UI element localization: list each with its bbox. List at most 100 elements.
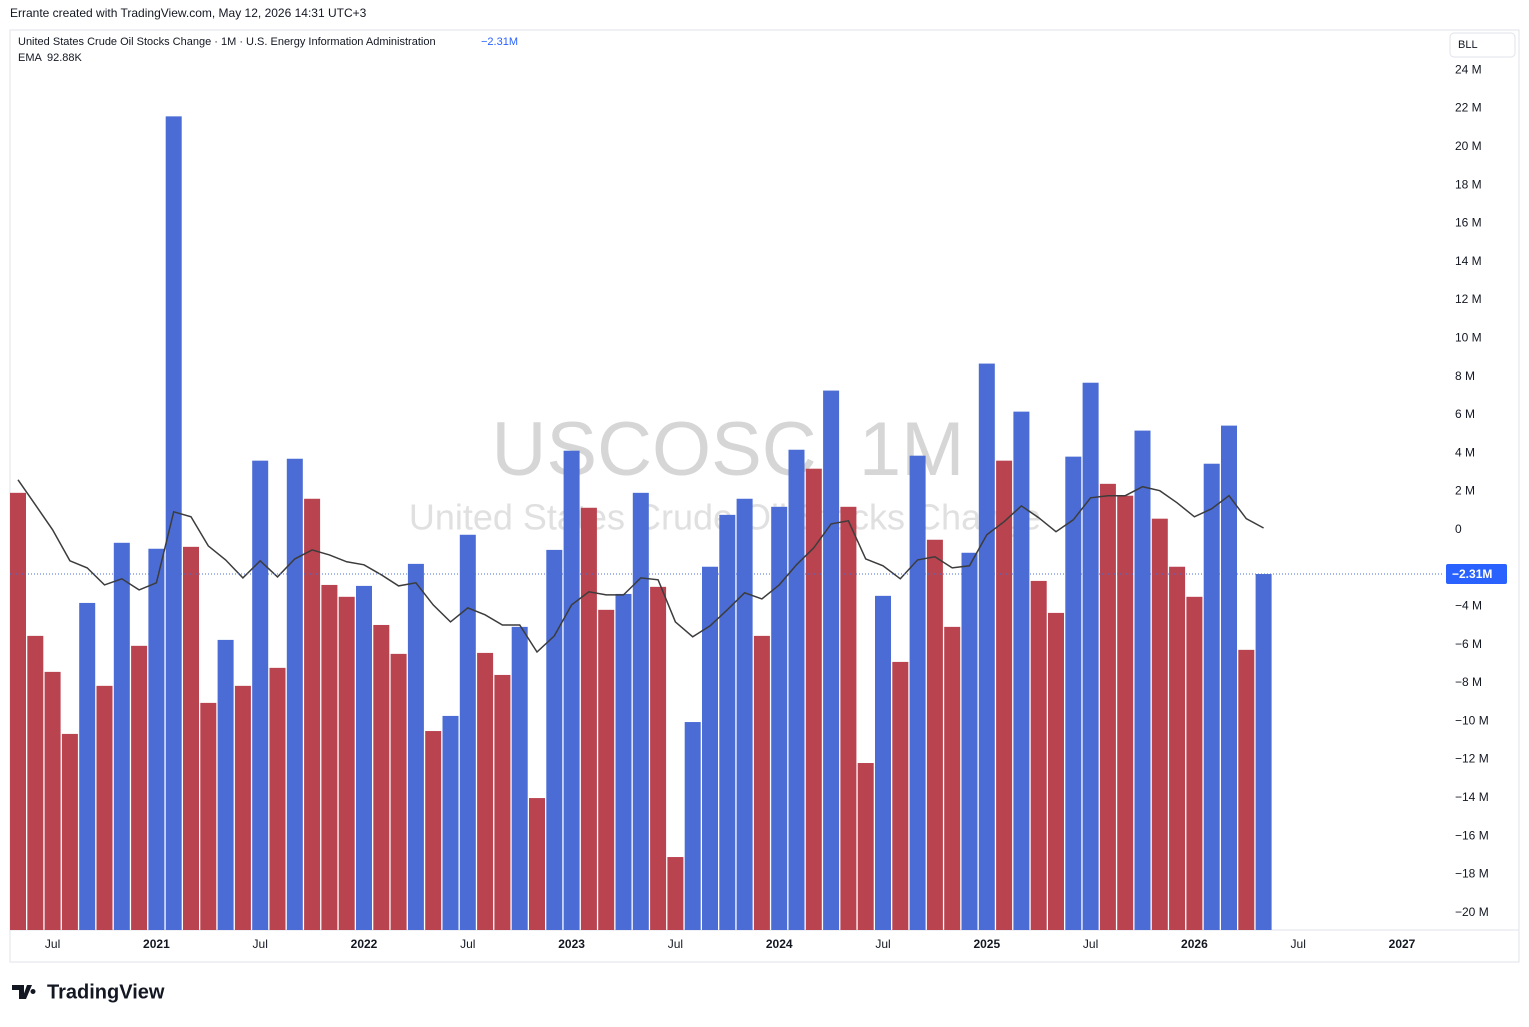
y-tick-label: −12 M	[1455, 752, 1489, 766]
bar	[10, 492, 26, 930]
bar	[165, 116, 182, 931]
bar	[321, 584, 338, 930]
x-tick-label: 2025	[973, 937, 1000, 951]
attribution: Errante created with TradingView.com, Ma…	[10, 6, 367, 20]
bar	[546, 549, 563, 930]
y-tick-label: −8 M	[1455, 675, 1482, 689]
bar	[304, 498, 321, 930]
bar	[373, 624, 390, 930]
bar	[736, 498, 753, 930]
bar	[632, 492, 649, 930]
y-tick-label: 16 M	[1455, 216, 1482, 230]
x-tick-label: Jul	[1083, 937, 1098, 951]
bar	[200, 702, 217, 930]
bar	[217, 639, 234, 930]
bar	[823, 390, 840, 930]
y-tick-label: 18 M	[1455, 177, 1482, 191]
bar	[286, 458, 303, 930]
bar	[961, 552, 978, 930]
logo: TradingView	[47, 981, 165, 1003]
y-tick-label: 14 M	[1455, 254, 1482, 268]
bar	[580, 507, 597, 930]
bar	[753, 635, 770, 930]
bar	[252, 460, 269, 930]
bar	[805, 468, 822, 930]
bar	[442, 715, 459, 930]
bar	[79, 602, 96, 930]
ema-name: EMA	[18, 52, 43, 64]
x-tick-label: Jul	[875, 937, 890, 951]
bar	[650, 586, 667, 930]
bar	[909, 455, 926, 930]
watermark-symbol: USCOSC, 1M	[492, 407, 965, 492]
plot	[10, 116, 1272, 931]
bar	[840, 506, 857, 930]
bar	[996, 460, 1013, 930]
y-tick-label: −10 M	[1455, 713, 1489, 727]
bar	[1221, 425, 1237, 930]
bar	[459, 534, 476, 930]
bar	[1013, 411, 1030, 930]
bar	[1169, 566, 1186, 930]
bar	[148, 548, 165, 930]
x-tick-label: 2027	[1389, 937, 1416, 951]
bar	[1151, 518, 1168, 930]
y-tick-label: −4 M	[1455, 599, 1482, 613]
bar	[892, 661, 909, 930]
y-tick-label: 0	[1455, 522, 1462, 536]
bar	[113, 542, 130, 930]
x-tick-label: 2023	[558, 937, 585, 951]
y-tick-label: −18 M	[1455, 867, 1489, 881]
bar	[788, 449, 805, 930]
bar	[667, 857, 684, 930]
bar	[1134, 430, 1151, 930]
bar	[944, 626, 961, 930]
bar	[183, 546, 199, 930]
x-tick-label: 2024	[766, 937, 793, 951]
x-tick-label: Jul	[45, 937, 60, 951]
x-tick-label: 2021	[143, 937, 170, 951]
y-tick-label: 10 M	[1455, 330, 1482, 344]
bar	[702, 566, 718, 930]
y-tick-label: 24 M	[1455, 62, 1482, 76]
bar	[719, 514, 736, 930]
bar	[494, 674, 511, 930]
last-value: −2.31M	[481, 36, 518, 48]
ema-value: 92.88K	[47, 52, 83, 64]
unit-button-label[interactable]: BLL	[1458, 39, 1478, 51]
bar	[356, 585, 372, 930]
x-tick-label: Jul	[460, 937, 475, 951]
bar	[529, 798, 545, 930]
bar	[1203, 463, 1220, 930]
bar	[131, 645, 148, 930]
unit-button[interactable]	[1449, 32, 1516, 58]
bar	[269, 667, 286, 930]
bar	[390, 653, 407, 930]
bar	[875, 595, 891, 930]
bar	[1065, 456, 1082, 930]
bar	[857, 763, 874, 930]
x-tick-label: Jul	[253, 937, 268, 951]
bar	[27, 635, 44, 930]
bar	[1255, 574, 1272, 930]
bar	[1238, 649, 1255, 930]
bar	[598, 609, 615, 930]
bar	[338, 596, 355, 930]
y-tick-label: 2 M	[1455, 484, 1475, 498]
x-tick-label: Jul	[1291, 937, 1306, 951]
bar	[44, 671, 61, 930]
bar	[477, 652, 494, 930]
logo-icon	[12, 985, 36, 999]
bar	[511, 626, 528, 930]
y-tick-label: −14 M	[1455, 790, 1489, 804]
y-tick-label: 8 M	[1455, 369, 1475, 383]
bar	[1082, 382, 1099, 931]
bar	[926, 539, 943, 930]
x-tick-label: Jul	[668, 937, 683, 951]
y-tick-label: 22 M	[1455, 101, 1482, 115]
y-tick-label: −6 M	[1455, 637, 1482, 651]
bar	[978, 363, 995, 930]
y-tick-label: −20 M	[1455, 905, 1489, 919]
bar	[1030, 580, 1047, 930]
